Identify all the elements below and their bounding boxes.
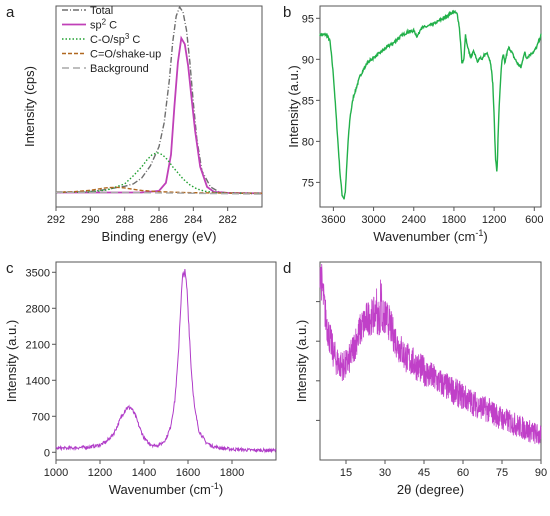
plot-area-d [319, 261, 542, 461]
plot-area-c [55, 261, 277, 461]
x-tick-label-c: 1200 [88, 467, 112, 479]
x-tick-label-a: 288 [115, 214, 133, 226]
x-tick-label-c: 1400 [132, 467, 156, 479]
series-line-a-2 [55, 151, 263, 194]
y-tick-label-c: 1400 [26, 375, 50, 387]
legend-label-a-2: C-O/sp3 C [90, 32, 140, 46]
x-tick-label-c: 1000 [44, 467, 68, 479]
y-tick-label-b: 75 [302, 177, 314, 189]
legend-label-a-1: sp2 C [90, 18, 117, 32]
series-line-d [319, 263, 542, 445]
x-tick-label-b: 3000 [361, 214, 385, 226]
x-tick-label-b: 3600 [321, 214, 345, 226]
y-axis-label-c: Intensity (a.u.) [4, 320, 19, 402]
y-axis-label-a: Intensity (cps) [22, 66, 37, 147]
series-line-a-3 [55, 186, 262, 195]
y-tick-label-b: 85 [302, 95, 314, 107]
panel-label-d: d [283, 260, 291, 277]
x-tick-label-a: 290 [81, 214, 99, 226]
x-tick-label-b: 600 [525, 214, 543, 226]
series-line-a-4 [55, 191, 263, 195]
y-tick-label-b: 90 [302, 54, 314, 66]
x-axis-label-b: Wavenumber (cm-1) [373, 228, 487, 244]
legend-label-a-3: C=O/shake-up [90, 49, 161, 61]
panel-label-a: a [6, 4, 15, 21]
plot-area-b [319, 5, 542, 208]
x-tick-label-d: 75 [496, 467, 508, 479]
y-axis-label-b: Intensity (a.u.) [286, 65, 301, 147]
series-line-a-1 [56, 35, 263, 195]
x-axis-label-c: Wavenumber (cm-1) [109, 481, 223, 497]
panel-label-c: c [6, 260, 14, 277]
y-tick-label-c: 700 [32, 411, 50, 423]
panel-label-b: b [283, 4, 291, 21]
x-tick-label-d: 30 [379, 467, 391, 479]
x-tick-label-d: 45 [418, 467, 430, 479]
x-tick-label-c: 1600 [176, 467, 200, 479]
x-tick-label-a: 292 [47, 214, 65, 226]
x-tick-label-c: 1800 [220, 467, 244, 479]
legend-label-a-0: Total [90, 5, 113, 17]
y-tick-label-b: 80 [302, 136, 314, 148]
x-tick-label-d: 90 [535, 467, 547, 479]
series-line-c [55, 268, 277, 454]
panel-d-chart: 15 30 45 60 75 90 2θ (degree) Intensity (a.u.) [294, 261, 547, 497]
y-tick-label-c: 3500 [26, 267, 50, 279]
y-axis-label-d: Intensity (a.u.) [294, 320, 309, 402]
x-tick-label-b: 1800 [442, 214, 466, 226]
x-axis-label-a: Binding energy (eV) [102, 229, 217, 244]
series-line-a-0 [56, 5, 263, 195]
panel-c-chart: 1000 1200 1400 1600 1800 0 700 1400 2100 2800 3500… [4, 261, 277, 497]
y-tick-label-b: 95 [302, 13, 314, 25]
y-tick-label-c: 0 [44, 447, 50, 459]
y-tick-label-c: 2100 [26, 339, 50, 351]
plot-area-a [55, 5, 263, 208]
x-tick-label-b: 2400 [402, 214, 426, 226]
panel-b-chart: 3600 3000 2400 1800 1200 600 75 80 85 90 95 Wavenum… [286, 5, 543, 244]
legend-label-a-4: Background [90, 63, 149, 75]
series-line-b [319, 9, 542, 200]
x-axis-label-d: 2θ (degree) [397, 482, 464, 497]
x-tick-label-d: 60 [457, 467, 469, 479]
x-tick-label-a: 284 [184, 214, 202, 226]
x-tick-label-b: 1200 [482, 214, 506, 226]
x-tick-label-d: 15 [340, 467, 352, 479]
x-tick-label-a: 282 [218, 214, 236, 226]
x-tick-label-a: 286 [150, 214, 168, 226]
y-tick-label-c: 2800 [26, 303, 50, 315]
